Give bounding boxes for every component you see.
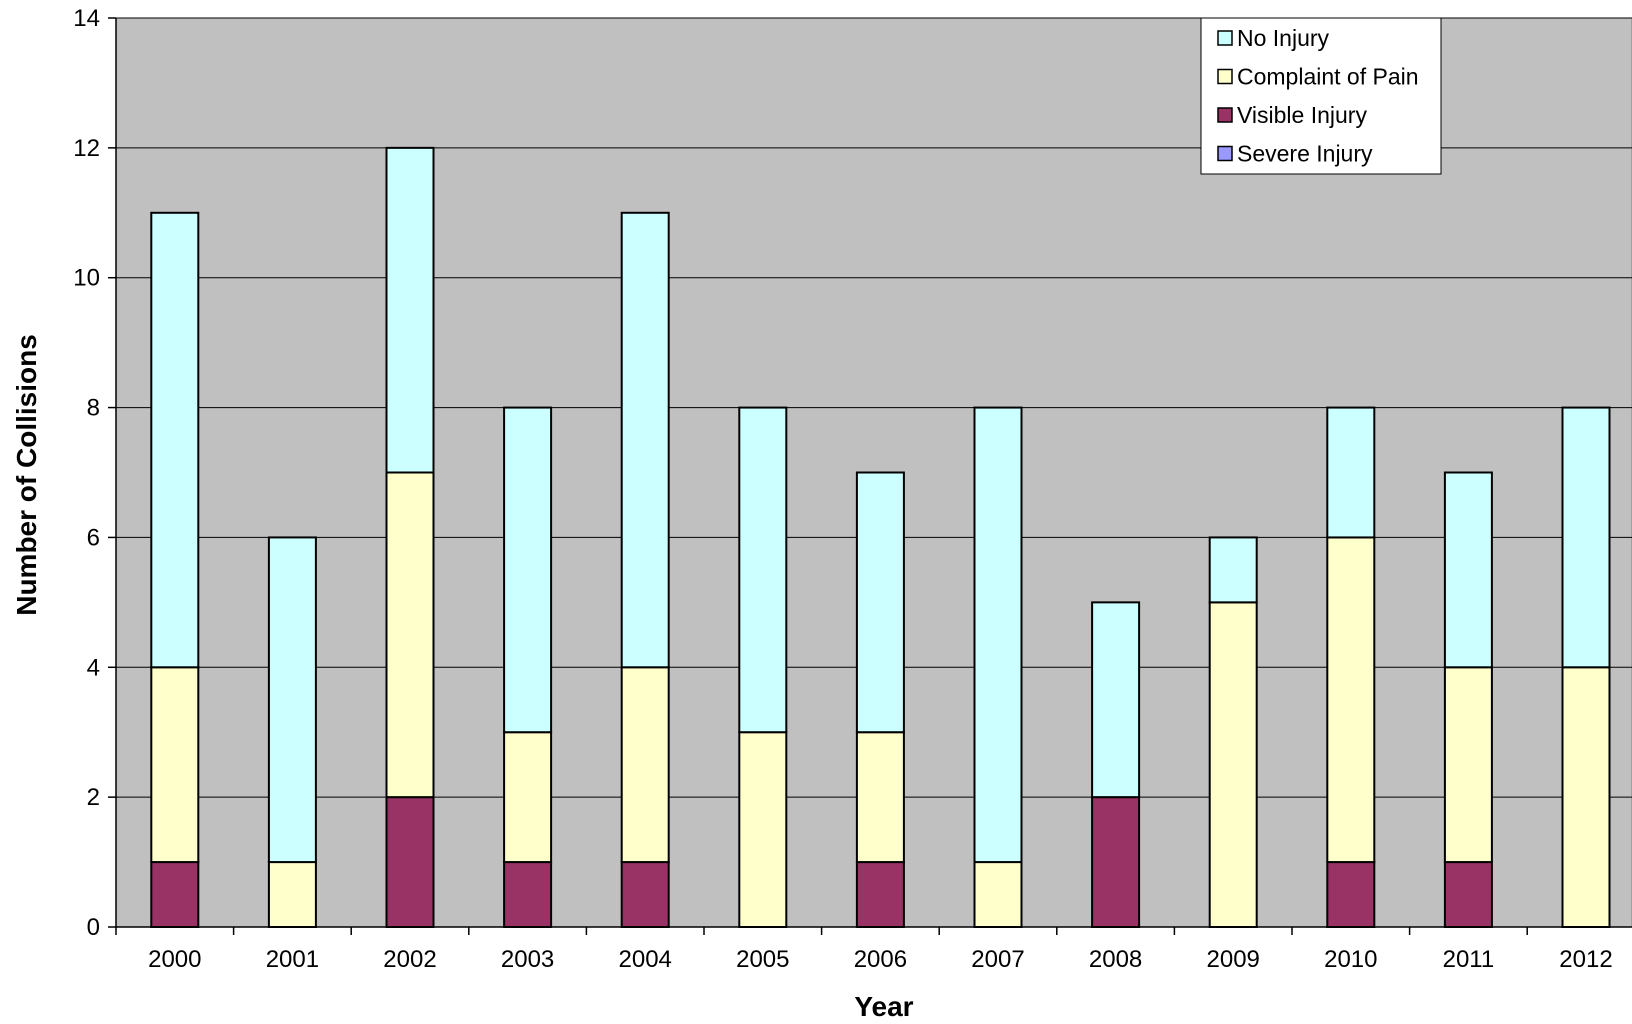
y-axis-title: Number of Collisions [11, 334, 42, 616]
legend-label: Visible Injury [1237, 102, 1367, 128]
y-tick-labels: 0 2 4 6 8 10 12 14 [73, 5, 100, 941]
legend-box [1200, 17, 1442, 175]
bar-no-injury-2003 [503, 406, 553, 734]
legend-swatch-severe-injury [1217, 145, 1233, 162]
x-tick-label: 2010 [1324, 946, 1377, 973]
bar-complaint-of-pain-2004 [620, 666, 670, 864]
bar-no-injury-2005 [738, 406, 788, 734]
bar-no-injury-2006 [855, 471, 905, 734]
x-tick-label: 2003 [501, 946, 554, 973]
x-axis-title: Year [854, 991, 913, 1022]
y-tick-label: 12 [73, 135, 100, 162]
bar-complaint-of-pain-2012 [1561, 666, 1611, 928]
bar-complaint-of-pain-2002 [385, 471, 435, 799]
bars [150, 146, 1611, 929]
bar-no-injury-2004 [620, 211, 670, 669]
bar-no-injury-2011 [1443, 471, 1493, 669]
legend: No Injury Complaint of Pain Visible Injury… [1200, 17, 1442, 175]
bar-visible-injury-2010 [1326, 861, 1376, 928]
bar-visible-injury-2006 [855, 861, 905, 928]
bar-visible-injury-2008 [1091, 796, 1141, 929]
bar-no-injury-2002 [385, 146, 435, 474]
bar-no-injury-2001 [267, 536, 317, 864]
bar-complaint-of-pain-2007 [973, 861, 1023, 928]
x-tick-labels: 2000 2001 2002 2003 2004 2005 2006 2007 2008 2009… [148, 946, 1613, 973]
bar-no-injury-2008 [1091, 601, 1141, 799]
bar-no-injury-2007 [973, 406, 1023, 864]
x-tick-label: 2012 [1559, 946, 1612, 973]
y-tick-label: 14 [73, 5, 100, 32]
bar-no-injury-2010 [1326, 406, 1376, 539]
bar-no-injury-2012 [1561, 406, 1611, 669]
bar-visible-injury-2000 [150, 861, 200, 928]
bar-complaint-of-pain-2003 [503, 731, 553, 864]
x-tick-label: 2011 [1443, 946, 1495, 973]
bar-visible-injury-2004 [620, 861, 670, 928]
legend-label: Complaint of Pain [1237, 64, 1419, 90]
bar-complaint-of-pain-2010 [1326, 536, 1376, 864]
y-tick-label: 6 [87, 524, 100, 551]
y-tick-label: 10 [73, 265, 100, 292]
bar-complaint-of-pain-2011 [1443, 666, 1493, 864]
legend-label: No Injury [1237, 25, 1330, 51]
legend-swatch-visible-injury [1217, 107, 1233, 123]
bar-complaint-of-pain-2000 [150, 666, 200, 864]
legend-label: Severe Injury [1237, 141, 1373, 167]
y-tick-label: 0 [87, 914, 100, 941]
x-tick-label: 2001 [266, 946, 319, 973]
bar-no-injury-2009 [1208, 536, 1258, 604]
y-tick-label: 2 [87, 784, 100, 811]
x-tick-label: 2009 [1207, 946, 1260, 973]
bar-complaint-of-pain-2006 [855, 731, 905, 864]
bar-visible-injury-2011 [1443, 861, 1493, 928]
bar-complaint-of-pain-2009 [1208, 601, 1258, 928]
x-tick-label: 2002 [383, 946, 436, 973]
bar-complaint-of-pain-2001 [267, 861, 317, 928]
bar-complaint-of-pain-2005 [738, 731, 788, 929]
y-tick-label: 4 [87, 654, 100, 681]
x-tick-label: 2000 [148, 946, 201, 973]
x-tick-label: 2004 [619, 946, 672, 973]
x-tick-label: 2006 [854, 946, 907, 973]
legend-swatch-no-injury [1217, 30, 1233, 46]
axes [108, 17, 1632, 935]
x-tick-label: 2007 [971, 946, 1024, 973]
legend-swatch-complaint-of-pain [1217, 68, 1233, 85]
x-tick-label: 2005 [736, 946, 789, 973]
bar-no-injury-2000 [150, 211, 200, 669]
bar-visible-injury-2003 [503, 861, 553, 928]
x-tick-label: 2008 [1089, 946, 1142, 973]
y-tick-label: 8 [87, 395, 100, 422]
bar-visible-injury-2002 [385, 796, 435, 929]
